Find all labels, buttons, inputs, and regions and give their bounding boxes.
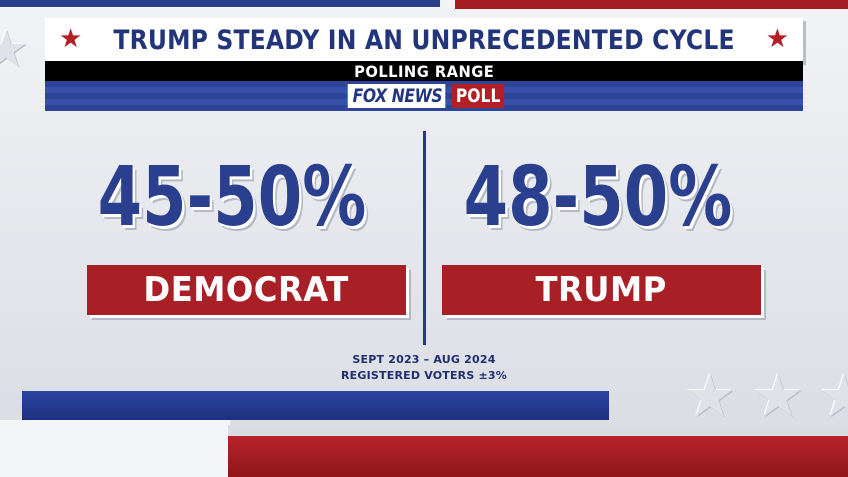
logo-bar: FOX NEWS POLL	[45, 81, 803, 111]
date-range: SEPT 2023 – AUG 2024	[352, 353, 496, 366]
star-icon: ★	[765, 24, 789, 54]
democrat-range: 45-50%	[97, 150, 367, 245]
subtitle-bar: POLLING RANGE	[45, 61, 803, 81]
fox-news-logo: FOX NEWS	[347, 84, 446, 108]
star-icon: ★	[59, 24, 83, 54]
democrat-label-box: DEMOCRAT	[87, 265, 406, 315]
title-banner: ★ TRUMP STEADY IN AN UNPRECEDENTED CYCLE…	[45, 18, 803, 62]
bottom-red-stripe	[228, 436, 848, 477]
trump-label: TRUMP	[535, 270, 668, 310]
outline-star-icon: ★	[818, 362, 848, 430]
bottom-shadow-band	[228, 425, 848, 436]
subtitle: POLLING RANGE	[353, 61, 495, 81]
sample-note: REGISTERED VOTERS ±3%	[341, 369, 507, 382]
bottom-blue-stripe	[22, 391, 609, 420]
outline-star-icon: ★	[752, 362, 804, 430]
page-title: TRUMP STEADY IN AN UNPRECEDENTED CYCLE	[113, 24, 735, 56]
poll-logo: POLL	[452, 84, 505, 108]
trump-range: 48-50%	[463, 150, 733, 245]
top-red-stripe	[455, 0, 848, 9]
top-blue-stripe	[0, 0, 440, 7]
outline-star-icon: ★	[0, 20, 29, 78]
center-divider	[423, 131, 426, 345]
outline-star-icon: ★	[684, 362, 736, 430]
democrat-label: DEMOCRAT	[143, 270, 350, 310]
bottom-white-block	[0, 420, 230, 477]
trump-label-box: TRUMP	[442, 265, 761, 315]
